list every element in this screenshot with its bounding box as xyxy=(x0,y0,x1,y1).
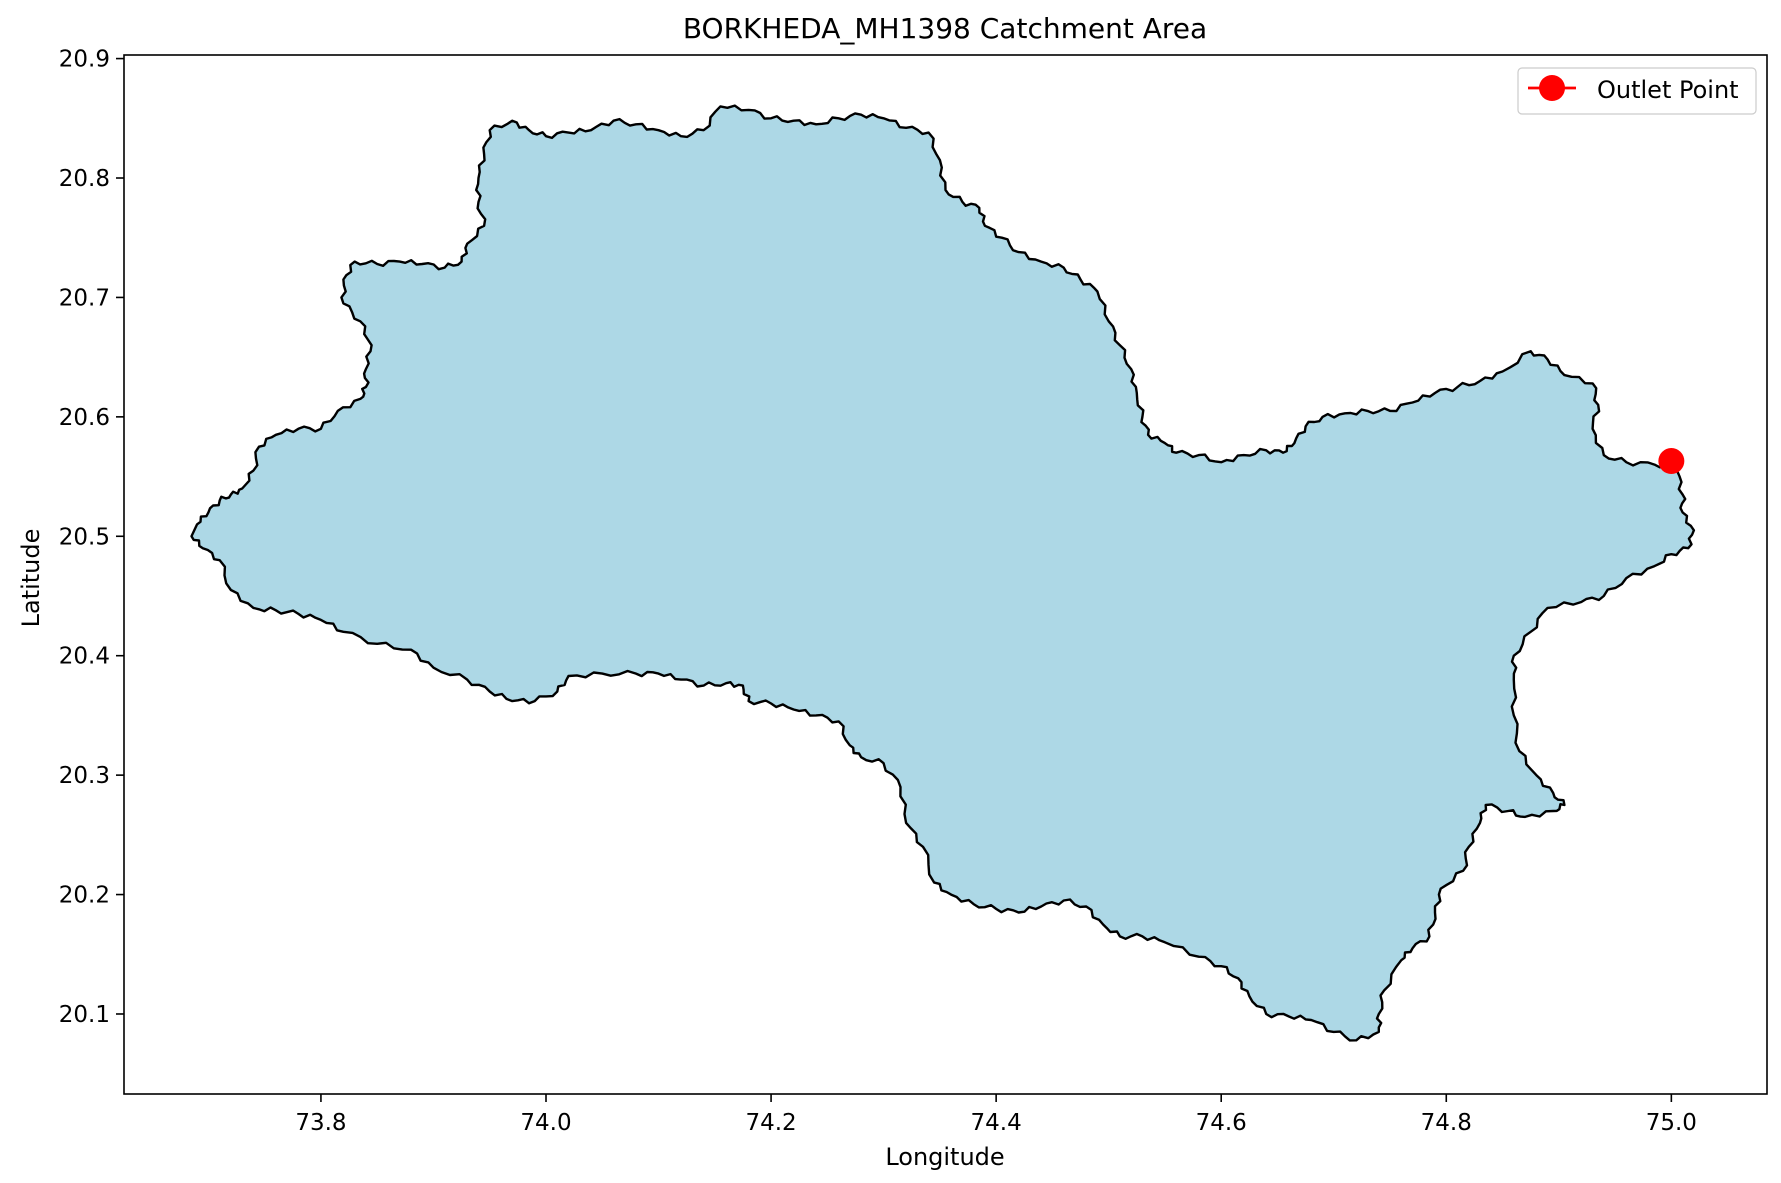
y-tick-label: 20.8 xyxy=(59,166,110,192)
y-tick-label: 20.3 xyxy=(59,763,110,789)
x-tick-label: 74.2 xyxy=(745,1110,796,1136)
legend-marker xyxy=(1539,75,1565,101)
legend-label: Outlet Point xyxy=(1597,76,1739,104)
y-tick-label: 20.6 xyxy=(59,405,110,431)
catchment-polygon xyxy=(190,104,1696,1042)
legend: Outlet Point xyxy=(1517,67,1757,115)
axes-frame xyxy=(123,54,1768,1095)
y-tick-label: 20.7 xyxy=(59,285,110,311)
legend-box xyxy=(1517,67,1757,115)
x-tick-label: 73.8 xyxy=(295,1110,346,1136)
x-tick-label: 74.6 xyxy=(1196,1110,1247,1136)
chart-title: BORKHEDA_MH1398 Catchment Area xyxy=(683,12,1207,45)
y-axis: 20.1 20.2 20.3 20.4 20.5 20.6 20.7 20.8 20.9 xyxy=(59,47,124,1028)
x-tick-label: 74.4 xyxy=(971,1110,1022,1136)
x-axis-label: Longitude xyxy=(885,1143,1004,1171)
x-tick-label: 75.0 xyxy=(1646,1110,1697,1136)
y-axis-label: Latitude xyxy=(17,529,45,628)
outlet-point-marker xyxy=(1658,448,1685,475)
y-tick-label: 20.1 xyxy=(59,1002,110,1028)
x-axis: 73.8 74.0 74.2 74.4 74.6 74.8 75.0 xyxy=(295,1094,1697,1136)
y-tick-label: 20.9 xyxy=(59,47,110,73)
x-tick-label: 74.8 xyxy=(1421,1110,1472,1136)
plot-area xyxy=(190,104,1696,1042)
y-tick-label: 20.2 xyxy=(59,883,110,909)
x-tick-label: 74.0 xyxy=(520,1110,571,1136)
y-tick-label: 20.4 xyxy=(59,644,110,670)
y-tick-label: 20.5 xyxy=(59,524,110,550)
